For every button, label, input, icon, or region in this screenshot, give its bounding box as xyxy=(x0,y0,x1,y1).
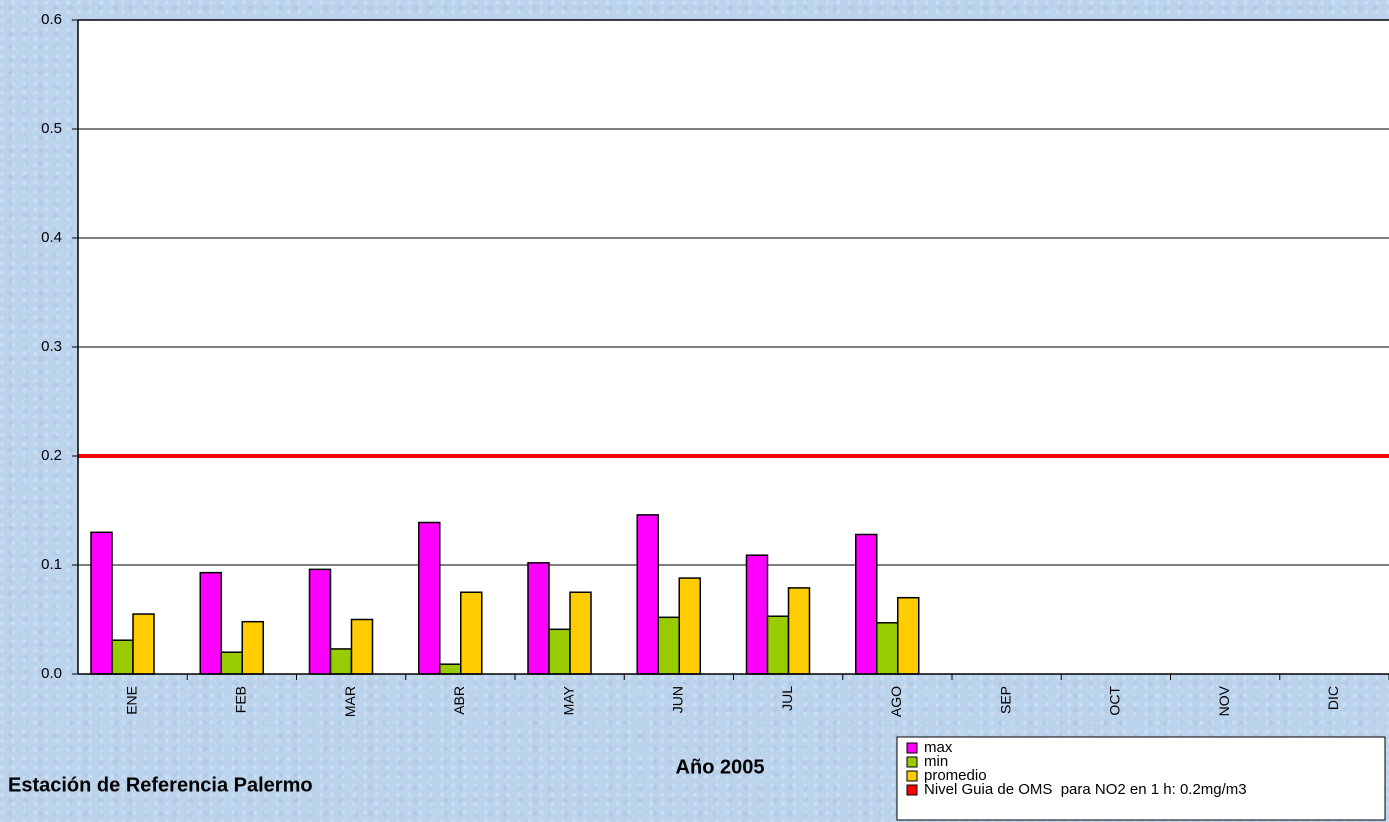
x-tick-label: ENE xyxy=(123,686,139,715)
legend-swatch xyxy=(906,756,918,768)
bar xyxy=(527,562,550,675)
x-tick-label: MAY xyxy=(560,685,576,715)
bar xyxy=(569,591,592,675)
bar xyxy=(678,577,701,675)
legend-box xyxy=(896,736,1386,821)
x-tick-label: NOV xyxy=(1216,685,1232,716)
bar xyxy=(199,571,222,675)
annotation: Estación de Referencia Palermo xyxy=(8,774,313,796)
bar xyxy=(855,533,878,675)
y-tick-label: 0.0 xyxy=(41,665,62,682)
x-tick-label: AGO xyxy=(888,686,904,717)
bar xyxy=(111,639,134,675)
legend-swatch xyxy=(906,742,918,754)
bar xyxy=(787,587,811,675)
bar xyxy=(418,521,441,675)
legend-label: min xyxy=(924,753,948,770)
bar xyxy=(329,648,353,675)
bar xyxy=(897,596,920,675)
bar xyxy=(241,620,264,675)
y-tick-label: 0.5 xyxy=(41,120,62,137)
x-tick-label: FEB xyxy=(233,686,249,713)
x-tick-label: JUL xyxy=(779,686,795,711)
y-tick-label: 0.3 xyxy=(41,338,62,355)
bar xyxy=(308,568,332,675)
y-tick-label: 0.4 xyxy=(41,229,62,246)
bar xyxy=(548,628,571,675)
bar xyxy=(132,613,155,675)
legend-swatch xyxy=(906,784,918,796)
x-axis-label: Año 2005 xyxy=(676,756,765,778)
x-tick-label: MAR xyxy=(342,686,358,717)
legend-label: promedio xyxy=(924,767,987,784)
bar xyxy=(220,651,243,675)
legend-label: max xyxy=(924,739,953,756)
x-tick-label: OCT xyxy=(1107,686,1123,716)
bar xyxy=(745,554,769,675)
bar xyxy=(350,618,374,675)
x-tick-label: DIC xyxy=(1325,686,1341,710)
y-tick-label: 0.6 xyxy=(41,11,62,28)
bar xyxy=(766,615,790,675)
bar xyxy=(90,531,113,675)
x-tick-label: SEP xyxy=(997,686,1013,714)
bar xyxy=(439,663,462,675)
y-tick-label: 0.2 xyxy=(41,447,62,464)
y-tick-label: 0.1 xyxy=(41,556,62,573)
legend-swatch xyxy=(906,770,918,782)
x-tick-label: JUN xyxy=(670,686,686,713)
bar xyxy=(636,514,659,675)
bar xyxy=(657,616,680,675)
x-tick-label: ABR xyxy=(451,686,467,715)
bar xyxy=(460,591,483,675)
legend-label: Nivel Guia de OMS para NO2 en 1 h: 0.2mg… xyxy=(924,781,1247,798)
bar xyxy=(876,622,899,675)
